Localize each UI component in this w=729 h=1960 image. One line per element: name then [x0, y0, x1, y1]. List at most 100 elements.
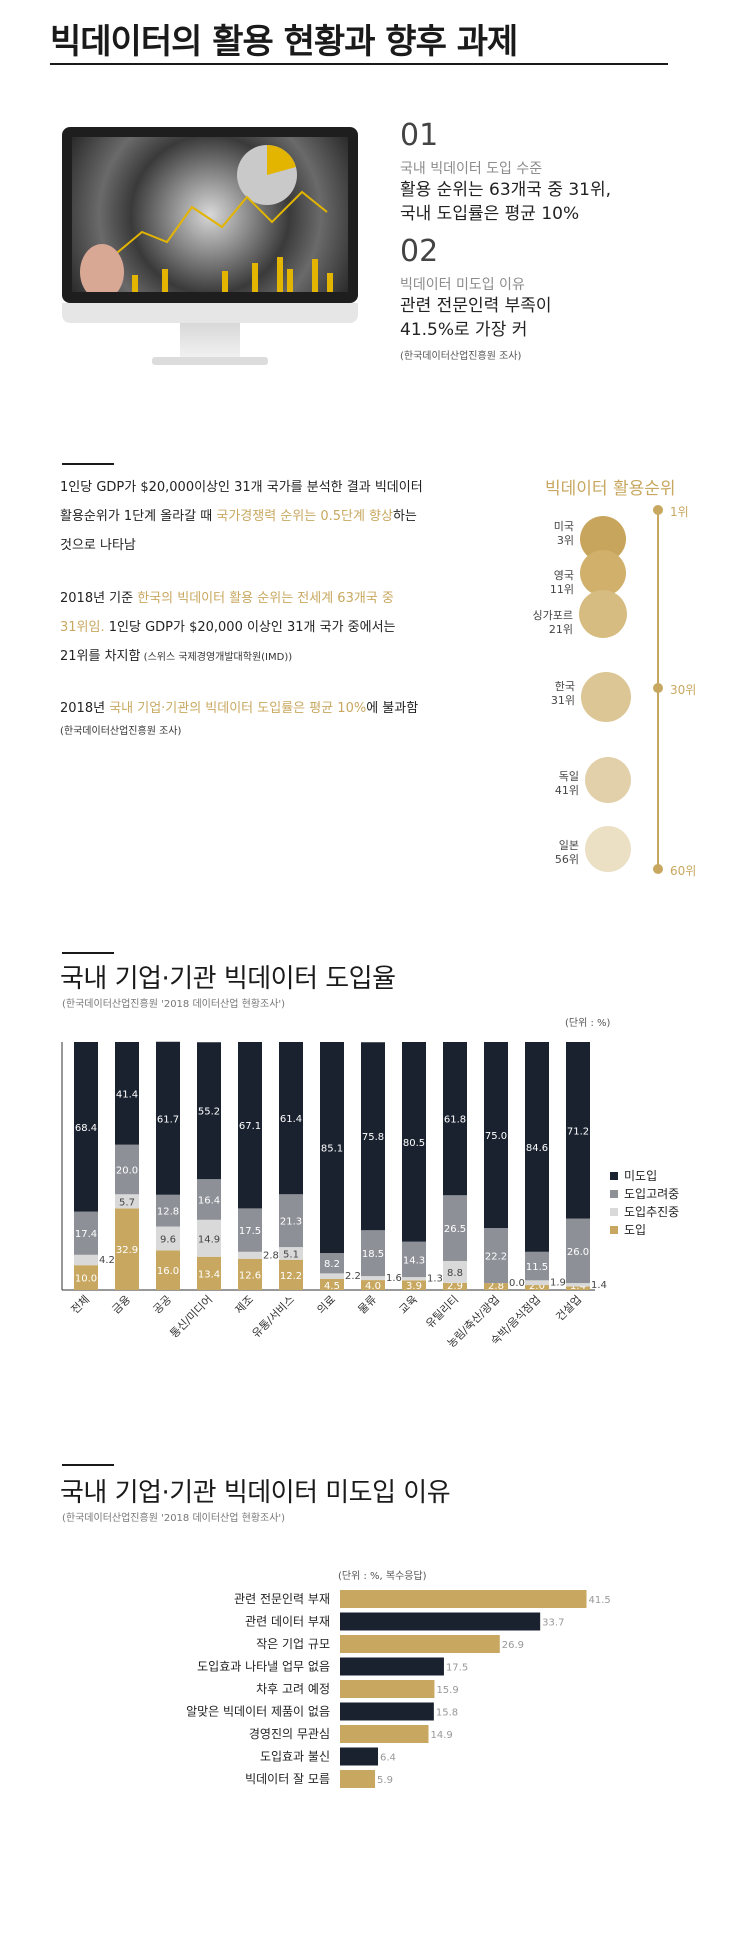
bar-value-label: 26.5 [444, 1224, 466, 1235]
bar-value-label: 2.9 [447, 1281, 463, 1292]
monitor-chin [62, 303, 358, 323]
ranking-country: 영국 [553, 569, 574, 582]
bar-value-label: 12.2 [280, 1271, 302, 1282]
bar-value-label: 80.5 [403, 1138, 425, 1149]
screen-hand [80, 244, 124, 292]
section-rule [62, 463, 114, 465]
bar-segment [279, 1247, 303, 1260]
hbar [340, 1635, 500, 1653]
bar-value-label: 8.2 [324, 1259, 340, 1270]
bar-segment [484, 1042, 508, 1228]
ranking-title: 빅데이터 활용순위 [545, 479, 676, 499]
bar-value-label: 68.4 [75, 1123, 97, 1134]
hbar-value-label: 14.9 [431, 1730, 453, 1741]
hbar-category-label: 관련 데이터 부재 [245, 1615, 330, 1629]
bar-value-label: 16.4 [198, 1195, 220, 1206]
bar-segment [197, 1219, 221, 1257]
paragraph-3: 2018년 국내 기업·기관의 빅데이터 도입률은 평균 10%에 불과함 (한… [60, 694, 480, 741]
legend-label: 도입고려중 [624, 1187, 679, 1201]
chart2-title: 국내 기업·기관 빅데이터 미도입 이유 [60, 1478, 451, 1508]
paragraph-1: 1인당 GDP가 $20,000이상인 31개 국가를 분석한 결과 빅데이터 … [60, 473, 480, 560]
screen-pie-slice [267, 144, 296, 175]
chart1-source: (한국데이터산업진흥원 '2018 데이터산업 현황조사') [62, 999, 286, 1010]
bar-segment [443, 1282, 467, 1290]
stat-2-number: 02 [400, 234, 439, 269]
bar-segment [443, 1042, 467, 1196]
ranking-rank: 11위 [549, 583, 574, 596]
bar-segment [197, 1179, 221, 1220]
bar-value-label: 67.1 [239, 1121, 261, 1132]
bar-segment [320, 1273, 344, 1279]
category-label: 교육 [397, 1293, 421, 1317]
hbar-category-label: 관련 전문인력 부재 [234, 1592, 330, 1606]
ranking-country: 싱가포르 [532, 609, 573, 622]
category-label: 금융 [110, 1293, 134, 1317]
bar-segment [566, 1283, 590, 1287]
p3-a-tail: 에 불과함 [366, 701, 419, 716]
bar-segment [74, 1265, 98, 1290]
hbar [340, 1770, 376, 1788]
bar-value-label: 5.1 [283, 1249, 299, 1260]
bar-value-label: 3.9 [406, 1281, 422, 1292]
ranking-tick-60: 60위 [670, 864, 697, 878]
legend-label: 미도입 [624, 1169, 657, 1183]
bar-segment [484, 1283, 508, 1290]
bar-value-label: 12.8 [157, 1207, 179, 1218]
ranking-bubble [585, 757, 631, 803]
bar-value-label: 14.9 [198, 1234, 220, 1245]
bar-segment [115, 1208, 139, 1290]
hbar-value-label: 15.9 [436, 1685, 458, 1696]
stat-2-line1: 관련 전문인력 부족이 [400, 296, 552, 316]
legend-swatch [610, 1208, 618, 1216]
stat-1-subtitle: 국내 빅데이터 도입 수준 [400, 161, 543, 177]
bar-segment [320, 1042, 344, 1254]
ranking-bubble [580, 550, 626, 596]
hbar [340, 1725, 429, 1743]
bar-segment [156, 1194, 180, 1227]
ranking-country: 한국 [554, 680, 575, 693]
bar-value-label: 17.5 [239, 1226, 261, 1237]
ranking-rank: 31위 [550, 694, 575, 707]
bar-segment [402, 1241, 426, 1278]
ranking-dot-60 [653, 864, 663, 874]
p3-a-highlight: 국내 기업·기관의 빅데이터 도입률은 평균 10% [109, 701, 367, 716]
p2-a-highlight: 한국의 빅데이터 활용 순위는 전세계 63개국 중 [137, 591, 394, 606]
category-label: 통신/미디어 [168, 1293, 216, 1341]
hbar-category-label: 알맞은 빅데이터 제품이 없음 [186, 1705, 330, 1719]
stat-1-number: 01 [400, 118, 439, 153]
bar-value-label: 61.7 [157, 1114, 179, 1125]
category-label: 건설업 [553, 1293, 584, 1324]
hbar [340, 1612, 541, 1631]
hbar [340, 1680, 435, 1698]
p2-a-text: 2018년 기준 [60, 591, 138, 606]
bar-value-label: 16.0 [157, 1266, 179, 1277]
chart2-rule [62, 1464, 114, 1466]
ranking-label: 한국 31위 [515, 680, 575, 708]
hbar-value-label: 41.5 [589, 1595, 611, 1606]
bar-value-label: 20.0 [116, 1165, 138, 1176]
hbar-category-label: 차후 고려 예정 [256, 1682, 330, 1696]
bar-value-label: 18.5 [362, 1249, 384, 1260]
bar-value-label: 75.8 [362, 1132, 384, 1143]
bar-value-label: 55.2 [198, 1107, 220, 1118]
stat-2-subtitle: 빅데이터 미도입 이유 [400, 277, 525, 293]
bar-segment [115, 1144, 139, 1195]
ranking-rank: 56위 [554, 853, 579, 866]
bar-segment [156, 1250, 180, 1290]
p2-line-a: 2018년 기준 한국의 빅데이터 활용 순위는 전세계 63개국 중 [60, 584, 480, 613]
hbar-category-label: 도입효과 불신 [260, 1750, 330, 1764]
hbar-value-label: 17.5 [446, 1663, 468, 1674]
bar-segment [361, 1042, 385, 1231]
bar-value-label: 85.1 [321, 1144, 343, 1155]
p2-b-highlight: 31위임. [60, 620, 105, 635]
p2-line-b: 31위임. 1인당 GDP가 $20,000 이상인 31개 국가 중에서는 [60, 613, 480, 642]
ranking-rank: 21위 [548, 623, 573, 636]
bar-segment [74, 1254, 98, 1266]
p1-b-tail: 하는 [392, 509, 417, 524]
category-label: 제조 [233, 1293, 257, 1317]
bar-value-label: 32.9 [116, 1245, 138, 1256]
bar-segment [443, 1195, 467, 1261]
hbar-category-label: 작은 기업 규모 [256, 1637, 330, 1651]
bar-segment [156, 1226, 180, 1251]
category-label: 전체 [69, 1293, 93, 1317]
